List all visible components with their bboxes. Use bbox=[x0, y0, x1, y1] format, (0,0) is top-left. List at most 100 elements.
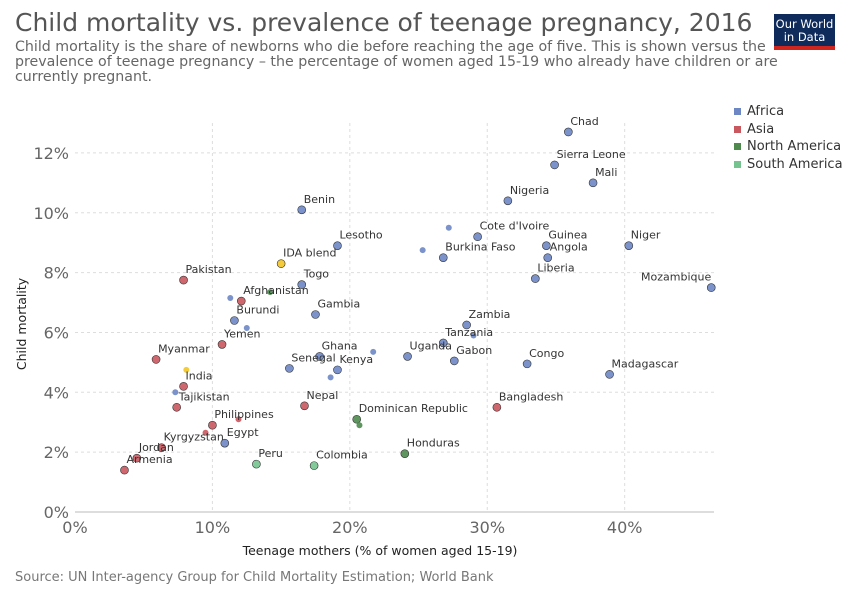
data-point[interactable] bbox=[356, 422, 363, 429]
data-point[interactable] bbox=[309, 461, 319, 470]
point-label: Afghanistan bbox=[243, 284, 309, 297]
data-point[interactable] bbox=[276, 259, 286, 268]
data-point[interactable] bbox=[470, 332, 477, 339]
point-label: Zambia bbox=[469, 308, 511, 321]
data-point[interactable] bbox=[588, 178, 598, 188]
legend-item-north-america[interactable]: North America bbox=[734, 138, 843, 156]
data-point[interactable] bbox=[172, 389, 179, 396]
legend-swatch-asia bbox=[734, 125, 741, 133]
data-point[interactable] bbox=[252, 459, 261, 469]
data-point[interactable] bbox=[445, 224, 452, 231]
data-point[interactable] bbox=[132, 453, 142, 463]
data-point[interactable] bbox=[400, 449, 410, 458]
data-point[interactable] bbox=[462, 320, 471, 330]
data-point[interactable] bbox=[624, 241, 634, 250]
x-axis-ticks: 0% 10% 20% 30% 40% bbox=[62, 518, 642, 537]
data-point[interactable] bbox=[333, 365, 342, 375]
point-label: Angola bbox=[550, 241, 588, 254]
data-point[interactable] bbox=[522, 359, 532, 369]
data-point[interactable] bbox=[235, 416, 242, 423]
data-point[interactable] bbox=[564, 127, 573, 137]
point-label: Tanzania bbox=[444, 326, 493, 339]
point-label: Yemen bbox=[223, 327, 261, 340]
data-point[interactable] bbox=[550, 160, 559, 170]
data-point[interactable] bbox=[151, 355, 161, 364]
point-label: Benin bbox=[304, 193, 335, 206]
data-point[interactable] bbox=[227, 295, 234, 302]
data-point[interactable] bbox=[179, 275, 188, 285]
data-point[interactable] bbox=[352, 414, 362, 424]
data-point[interactable] bbox=[183, 366, 190, 373]
data-point[interactable] bbox=[605, 370, 614, 379]
data-point[interactable] bbox=[473, 232, 482, 242]
source-note: Source: UN Inter-agency Group for Child … bbox=[15, 570, 494, 585]
data-point[interactable] bbox=[327, 374, 334, 381]
data-point[interactable] bbox=[403, 352, 412, 361]
point-label: Senegal bbox=[291, 351, 335, 364]
point-label: Kenya bbox=[339, 353, 373, 366]
data-point[interactable] bbox=[706, 283, 716, 292]
point-label: Nigeria bbox=[510, 184, 549, 197]
data-point[interactable] bbox=[531, 274, 540, 283]
y-tick-label: 2% bbox=[44, 443, 69, 462]
point-label: Uganda bbox=[410, 339, 452, 352]
data-point[interactable] bbox=[370, 348, 377, 355]
data-point[interactable] bbox=[120, 465, 129, 475]
y-axis-label: Child mortality bbox=[14, 277, 29, 370]
point-label: Madagascar bbox=[612, 357, 679, 370]
y-tick-label: 4% bbox=[44, 383, 69, 402]
data-point[interactable] bbox=[202, 429, 209, 436]
point-label: Peru bbox=[258, 447, 283, 460]
data-point[interactable] bbox=[243, 324, 250, 331]
point-label: Honduras bbox=[407, 437, 460, 450]
legend-swatch-africa bbox=[734, 108, 741, 116]
point-label: Cote d'Ivoire bbox=[480, 220, 550, 233]
data-point[interactable] bbox=[179, 382, 188, 391]
point-label: Guinea bbox=[548, 229, 587, 242]
data-point[interactable] bbox=[542, 241, 551, 250]
data-point[interactable] bbox=[438, 253, 448, 262]
data-point[interactable] bbox=[438, 338, 448, 348]
x-tick-label: 10% bbox=[195, 518, 231, 537]
data-point[interactable] bbox=[285, 364, 294, 373]
data-point[interactable] bbox=[220, 438, 230, 448]
owid-logo[interactable]: Our World in Data bbox=[774, 14, 835, 50]
legend-label-africa: Africa bbox=[747, 104, 785, 120]
point-label: Egypt bbox=[227, 426, 259, 439]
data-point[interactable] bbox=[449, 356, 459, 366]
legend-item-africa[interactable]: Africa bbox=[734, 103, 843, 121]
legend-label-asia: Asia bbox=[747, 121, 775, 137]
data-point[interactable] bbox=[236, 296, 246, 306]
x-tick-label: 0% bbox=[62, 518, 87, 537]
legend-item-asia[interactable]: Asia bbox=[734, 121, 843, 139]
data-point[interactable] bbox=[543, 253, 553, 262]
data-point[interactable] bbox=[157, 443, 166, 452]
data-point[interactable] bbox=[230, 316, 239, 325]
data-point[interactable] bbox=[297, 205, 307, 215]
data-point[interactable] bbox=[419, 247, 426, 254]
y-tick-label: 10% bbox=[33, 204, 69, 223]
point-label: Gambia bbox=[317, 298, 360, 311]
data-point[interactable] bbox=[333, 241, 342, 250]
point-label: Dominican Republic bbox=[359, 402, 468, 415]
data-point[interactable] bbox=[315, 352, 324, 361]
grid-lines bbox=[75, 123, 714, 512]
data-point[interactable] bbox=[503, 196, 513, 206]
point-label: Kyrgyzstan bbox=[164, 431, 224, 444]
chart-title: Child mortality vs. prevalence of teenag… bbox=[15, 8, 753, 37]
data-point[interactable] bbox=[311, 310, 320, 319]
point-label: Myanmar bbox=[158, 342, 210, 355]
x-tick-label: 40% bbox=[607, 518, 643, 537]
point-label: Burundi bbox=[236, 303, 279, 316]
data-point[interactable] bbox=[208, 420, 217, 430]
data-point[interactable] bbox=[172, 402, 181, 412]
legend-item-south-america[interactable]: South America bbox=[734, 156, 843, 174]
data-point[interactable] bbox=[267, 289, 274, 296]
data-point[interactable] bbox=[297, 280, 307, 289]
point-label: Colombia bbox=[316, 449, 368, 462]
data-point[interactable] bbox=[492, 402, 502, 412]
data-point[interactable] bbox=[217, 340, 227, 349]
y-tick-label: 8% bbox=[44, 264, 69, 283]
data-point[interactable] bbox=[300, 401, 309, 411]
x-tick-label: 30% bbox=[469, 518, 505, 537]
